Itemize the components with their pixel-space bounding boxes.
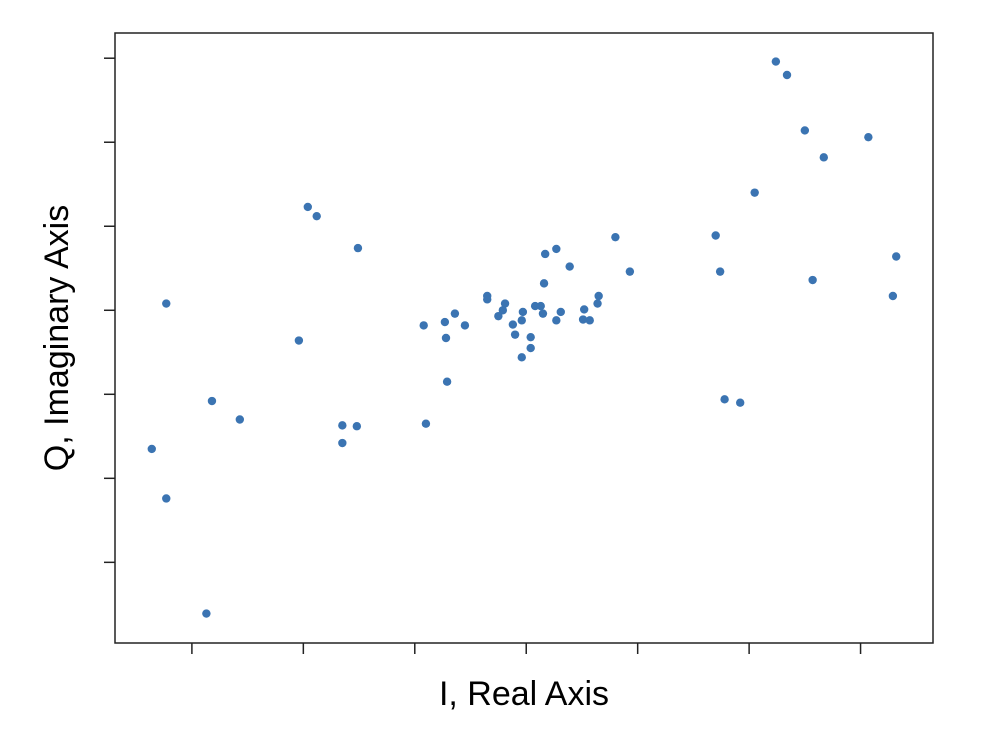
- data-point: [517, 353, 526, 362]
- data-point: [750, 188, 759, 197]
- data-point: [594, 291, 603, 301]
- data-point: [442, 377, 452, 386]
- data-point: [353, 243, 363, 253]
- data-point: [552, 316, 561, 325]
- data-point: [338, 438, 347, 448]
- data-point: [421, 419, 431, 428]
- data-point: [235, 415, 245, 424]
- data-point: [720, 395, 729, 404]
- data-point: [800, 126, 810, 135]
- data-point: [715, 267, 725, 276]
- data-point: [536, 301, 545, 311]
- data-point: [312, 211, 321, 221]
- data-point: [736, 398, 745, 407]
- data-point: [556, 307, 565, 317]
- data-point: [711, 231, 720, 240]
- data-point: [517, 316, 526, 325]
- data-point: [819, 153, 828, 162]
- data-point: [483, 295, 492, 304]
- data-point: [808, 275, 817, 285]
- data-point: [579, 305, 589, 314]
- data-point: [771, 57, 781, 66]
- data-point: [162, 299, 171, 308]
- data-point: [207, 396, 217, 406]
- data-point: [510, 330, 520, 339]
- data-point: [578, 315, 588, 324]
- data-point: [864, 132, 873, 142]
- data-point: [202, 609, 211, 618]
- data-point: [540, 249, 550, 259]
- data-point: [593, 299, 602, 308]
- data-point: [526, 332, 535, 342]
- data-point: [539, 279, 549, 288]
- data-point: [162, 494, 171, 503]
- data-point: [585, 316, 594, 325]
- plot-frame: [114, 32, 934, 644]
- data-point: [352, 422, 362, 431]
- data-point: [500, 299, 510, 308]
- data-point: [441, 333, 451, 343]
- data-point: [147, 444, 156, 454]
- x-axis-label: I, Real Axis: [439, 675, 609, 713]
- data-point: [419, 321, 428, 330]
- data-point: [552, 244, 561, 254]
- data-point: [303, 202, 312, 212]
- data-point: [526, 343, 535, 353]
- data-point: [888, 291, 898, 301]
- data-point: [782, 70, 792, 80]
- data-point: [518, 307, 528, 317]
- data-point: [538, 309, 548, 318]
- data-point: [498, 306, 508, 315]
- data-point: [611, 232, 620, 242]
- data-point: [508, 320, 518, 329]
- data-point: [625, 267, 635, 276]
- data-point: [565, 262, 574, 271]
- data-point: [450, 309, 460, 318]
- data-point: [892, 252, 901, 261]
- data-point: [294, 336, 304, 345]
- data-point: [494, 311, 503, 321]
- data-point: [440, 317, 450, 327]
- data-point: [460, 321, 470, 330]
- data-point: [338, 421, 347, 430]
- y-axis-label: Q, Imaginary Axis: [38, 205, 76, 471]
